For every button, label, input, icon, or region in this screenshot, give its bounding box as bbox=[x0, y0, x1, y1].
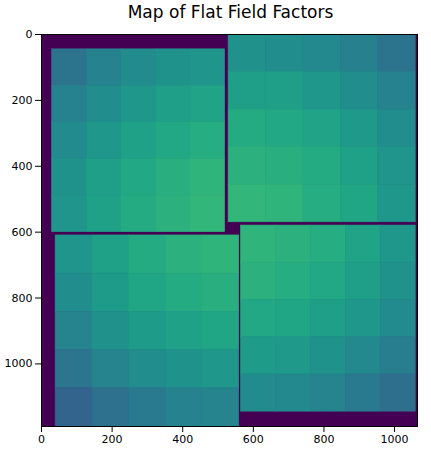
svg-text:1000: 1000 bbox=[381, 433, 409, 446]
svg-text:400: 400 bbox=[172, 433, 193, 446]
svg-text:200: 200 bbox=[102, 433, 123, 446]
svg-text:0: 0 bbox=[26, 28, 33, 41]
svg-text:800: 800 bbox=[313, 433, 334, 446]
svg-text:1000: 1000 bbox=[5, 357, 33, 370]
svg-text:400: 400 bbox=[12, 160, 33, 173]
svg-text:0: 0 bbox=[38, 433, 45, 446]
svg-text:600: 600 bbox=[12, 226, 33, 239]
svg-text:800: 800 bbox=[12, 292, 33, 305]
html-text:Map of Flat Field Factors: Map of Flat Field Factors bbox=[127, 2, 334, 22]
svg-text:200: 200 bbox=[12, 94, 33, 107]
svg-text:600: 600 bbox=[243, 433, 264, 446]
